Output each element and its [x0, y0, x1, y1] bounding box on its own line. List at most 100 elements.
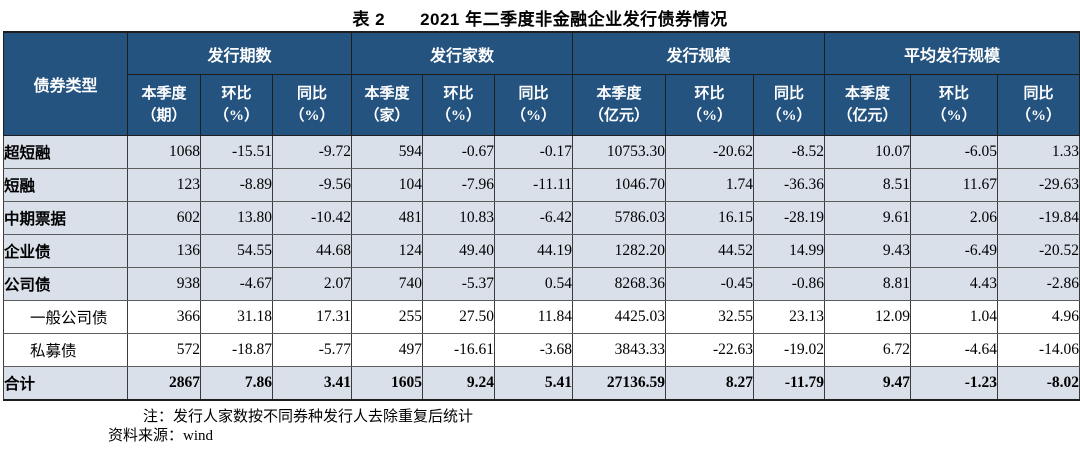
- sub-header-0-1: 环比 （%）: [200, 74, 273, 136]
- value-cell-4-3: 740: [351, 267, 423, 301]
- value-cell-7-9: 9.47: [824, 366, 911, 401]
- value-cell-2-8: -28.19: [753, 201, 825, 235]
- table-row-短融: 短融 123 -8.89 -9.56 104 -7.96 -11.11 1046.70 1.74…: [3, 168, 1080, 202]
- value-cell-2-9: 9.61: [824, 201, 911, 235]
- value-cell-4-5: 0.54: [494, 267, 573, 301]
- corner-header-bond-type: 债券类型: [3, 31, 128, 136]
- value-cell-5-11: 4.96: [996, 300, 1080, 334]
- value-cell-4-8: -0.86: [753, 267, 825, 301]
- value-cell-7-5: 5.41: [494, 366, 573, 401]
- value-cell-6-4: -16.61: [422, 333, 495, 367]
- value-cell-4-11: -2.86: [996, 267, 1080, 301]
- value-cell-5-3: 255: [351, 300, 423, 334]
- value-cell-0-3: 594: [351, 135, 423, 169]
- value-cell-6-3: 497: [351, 333, 423, 367]
- value-cell-7-11: -8.02: [996, 366, 1080, 401]
- value-cell-1-8: -36.36: [753, 168, 825, 202]
- value-cell-3-3: 124: [351, 234, 423, 268]
- table-row-一般公司债: 一般公司债 366 31.18 17.31 255 27.50 11.84 4425.03 32…: [3, 300, 1080, 334]
- value-cell-1-1: -8.89: [200, 168, 273, 202]
- sub-header-2-1: 环比 （%）: [665, 74, 754, 136]
- sub-header-0-0: 本季度 （期）: [127, 74, 201, 136]
- row-label-cell: 合计: [3, 366, 128, 401]
- value-cell-3-11: -20.52: [996, 234, 1080, 268]
- value-cell-3-0: 136: [127, 234, 201, 268]
- bond-issuance-table: 债券类型 发行期数 发行家数 发行规模 平均发行规模 本季度 （期） 环比 （%） 同比 …: [3, 31, 1080, 401]
- table-row-私募债: 私募债 572 -18.87 -5.77 497 -16.61 -3.68 3843.33 -2…: [3, 333, 1080, 367]
- value-cell-0-10: -6.05: [910, 135, 998, 169]
- row-label-cell: 超短融: [3, 135, 128, 169]
- sub-header-1-0: 本季度 （家）: [351, 74, 423, 136]
- value-cell-2-4: 10.83: [422, 201, 495, 235]
- value-cell-7-4: 9.24: [422, 366, 495, 401]
- group-header-3: 平均发行规模: [823, 31, 1080, 75]
- value-cell-5-1: 31.18: [200, 300, 273, 334]
- value-cell-0-9: 10.07: [824, 135, 911, 169]
- value-cell-3-10: -6.49: [910, 234, 998, 268]
- value-cell-4-2: 2.07: [272, 267, 352, 301]
- value-cell-5-8: 23.13: [753, 300, 825, 334]
- group-header-1: 发行家数: [351, 31, 573, 75]
- value-cell-6-10: -4.64: [910, 333, 998, 367]
- value-cell-1-3: 104: [351, 168, 423, 202]
- value-cell-7-10: -1.23: [910, 366, 998, 401]
- value-cell-6-11: -14.06: [996, 333, 1080, 367]
- value-cell-7-0: 2867: [127, 366, 201, 401]
- value-cell-0-8: -8.52: [753, 135, 825, 169]
- sub-header-3-1: 环比 （%）: [910, 74, 998, 136]
- table-header: 债券类型 发行期数 发行家数 发行规模 平均发行规模 本季度 （期） 环比 （%） 同比 …: [3, 31, 1080, 136]
- table-row-合计: 合计 2867 7.86 3.41 1605 9.24 5.41 27136.59 8.27 -1…: [3, 366, 1080, 401]
- value-cell-4-4: -5.37: [422, 267, 495, 301]
- value-cell-1-5: -11.11: [494, 168, 573, 202]
- value-cell-7-1: 7.86: [200, 366, 273, 401]
- value-cell-2-11: -19.84: [996, 201, 1080, 235]
- row-label-cell: 一般公司债: [3, 300, 128, 334]
- table-row-企业债: 企业债 136 54.55 44.68 124 49.40 44.19 1282.20 44.5…: [3, 234, 1080, 268]
- group-header-2: 发行规模: [572, 31, 825, 75]
- value-cell-3-7: 44.52: [665, 234, 754, 268]
- sub-header-2-2: 同比 （%）: [753, 74, 825, 136]
- value-cell-5-5: 11.84: [494, 300, 573, 334]
- value-cell-0-4: -0.67: [422, 135, 495, 169]
- value-cell-6-8: -19.02: [753, 333, 825, 367]
- value-cell-3-1: 54.55: [200, 234, 273, 268]
- value-cell-6-2: -5.77: [272, 333, 352, 367]
- value-cell-2-6: 5786.03: [572, 201, 666, 235]
- value-cell-2-1: 13.80: [200, 201, 273, 235]
- value-cell-6-7: -22.63: [665, 333, 754, 367]
- table-body: 超短融 1068 -15.51 -9.72 594 -0.67 -0.17 10753.30-…: [3, 135, 1080, 401]
- table-row-中期票据: 中期票据 602 13.80 -10.42 481 10.83 -6.42 5786.03 16…: [3, 201, 1080, 235]
- value-cell-6-0: 572: [127, 333, 201, 367]
- sub-header-0-2: 同比 （%）: [272, 74, 352, 136]
- value-cell-0-11: 1.33: [996, 135, 1080, 169]
- value-cell-4-9: 8.81: [824, 267, 911, 301]
- value-cell-1-10: 11.67: [910, 168, 998, 202]
- row-label-cell: 短融: [3, 168, 128, 202]
- value-cell-3-6: 1282.20: [572, 234, 666, 268]
- value-cell-2-5: -6.42: [494, 201, 573, 235]
- value-cell-7-2: 3.41: [272, 366, 352, 401]
- value-cell-6-9: 6.72: [824, 333, 911, 367]
- value-cell-1-7: 1.74: [665, 168, 754, 202]
- value-cell-2-0: 602: [127, 201, 201, 235]
- value-cell-1-0: 123: [127, 168, 201, 202]
- table-row-公司债: 公司债 938 -4.67 2.07 740 -5.37 0.54 8268.36 -0.45-…: [3, 267, 1080, 301]
- value-cell-3-8: 14.99: [753, 234, 825, 268]
- sub-header-1-1: 环比 （%）: [422, 74, 495, 136]
- value-cell-0-6: 10753.30: [572, 135, 666, 169]
- value-cell-3-2: 44.68: [272, 234, 352, 268]
- value-cell-4-0: 938: [127, 267, 201, 301]
- value-cell-2-10: 2.06: [910, 201, 998, 235]
- value-cell-5-2: 17.31: [272, 300, 352, 334]
- row-label-cell: 企业债: [3, 234, 128, 268]
- value-cell-5-6: 4425.03: [572, 300, 666, 334]
- value-cell-2-2: -10.42: [272, 201, 352, 235]
- value-cell-4-10: 4.43: [910, 267, 998, 301]
- value-cell-6-5: -3.68: [494, 333, 573, 367]
- value-cell-5-7: 32.55: [665, 300, 754, 334]
- value-cell-7-6: 27136.59: [572, 366, 666, 401]
- value-cell-0-1: -15.51: [200, 135, 273, 169]
- value-cell-0-0: 1068: [127, 135, 201, 169]
- value-cell-5-0: 366: [127, 300, 201, 334]
- value-cell-7-7: 8.27: [665, 366, 754, 401]
